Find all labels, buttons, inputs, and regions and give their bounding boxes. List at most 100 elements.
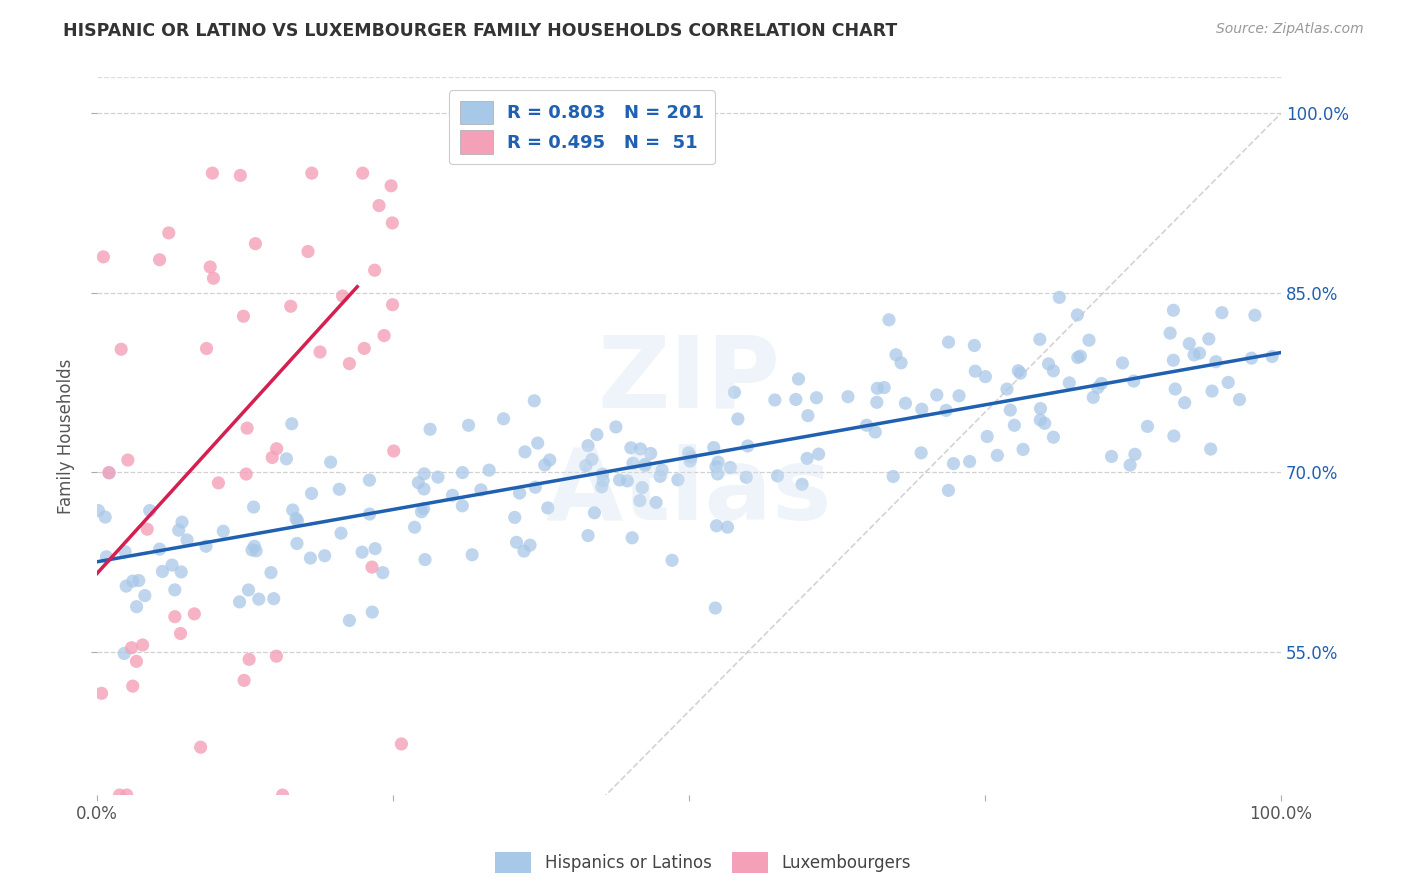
Point — [1119, 458, 1142, 472]
Point — [149, 542, 172, 557]
Point — [1067, 351, 1090, 365]
Legend: R = 0.803   N = 201, R = 0.495   N =  51: R = 0.803 N = 201, R = 0.495 N = 51 — [449, 90, 714, 164]
Point — [790, 477, 813, 491]
Point — [938, 335, 960, 350]
Point — [411, 505, 433, 519]
Point — [505, 535, 527, 549]
Point — [807, 447, 830, 461]
Point — [707, 455, 730, 469]
Point — [201, 166, 224, 180]
Point — [986, 448, 1008, 462]
Point — [368, 198, 391, 212]
Point — [1029, 401, 1052, 416]
Point — [363, 263, 385, 277]
Point — [128, 574, 150, 588]
Point — [925, 388, 948, 402]
Point — [413, 467, 436, 481]
Point — [513, 544, 536, 558]
Point — [523, 393, 546, 408]
Point — [297, 244, 319, 259]
Point — [149, 252, 172, 267]
Point — [330, 526, 353, 541]
Point — [1033, 417, 1056, 431]
Point — [976, 429, 998, 443]
Point — [170, 515, 193, 529]
Point — [679, 454, 702, 468]
Point — [115, 788, 138, 802]
Point — [640, 446, 662, 460]
Point — [938, 483, 960, 498]
Point — [108, 788, 131, 802]
Point — [575, 458, 598, 473]
Point — [1163, 303, 1185, 318]
Point — [716, 520, 738, 534]
Point — [1174, 395, 1197, 409]
Point — [959, 454, 981, 468]
Point — [628, 493, 651, 508]
Point — [894, 396, 917, 410]
Point — [806, 391, 828, 405]
Point — [910, 446, 932, 460]
Point — [112, 647, 135, 661]
Point — [314, 549, 336, 563]
Point — [361, 605, 384, 619]
Point — [236, 421, 259, 435]
Point — [243, 539, 266, 553]
Point — [98, 466, 121, 480]
Point — [586, 427, 609, 442]
Point — [138, 503, 160, 517]
Point — [1078, 333, 1101, 347]
Point — [965, 364, 987, 378]
Point — [285, 511, 308, 525]
Point — [478, 463, 501, 477]
Point — [538, 453, 561, 467]
Point — [935, 403, 957, 417]
Point — [866, 381, 889, 395]
Point — [785, 392, 807, 407]
Point — [281, 417, 304, 431]
Point — [723, 385, 745, 400]
Point — [198, 260, 221, 274]
Point — [266, 649, 288, 664]
Point — [160, 558, 183, 572]
Point — [299, 551, 322, 566]
Point — [441, 488, 464, 502]
Point — [519, 538, 541, 552]
Point — [233, 673, 256, 688]
Point — [328, 483, 350, 497]
Point — [352, 545, 374, 559]
Point — [995, 382, 1018, 396]
Point — [661, 553, 683, 567]
Point — [763, 392, 786, 407]
Legend: Hispanics or Latinos, Luxembourgers: Hispanics or Latinos, Luxembourgers — [488, 846, 918, 880]
Point — [163, 582, 186, 597]
Point — [866, 395, 889, 409]
Point — [195, 342, 218, 356]
Point — [727, 412, 749, 426]
Point — [389, 737, 412, 751]
Point — [1123, 447, 1146, 461]
Point — [628, 442, 651, 456]
Point — [413, 482, 436, 496]
Point — [621, 531, 644, 545]
Point — [1164, 382, 1187, 396]
Point — [974, 369, 997, 384]
Point — [911, 402, 934, 417]
Point — [948, 389, 970, 403]
Point — [1199, 442, 1222, 456]
Point — [176, 533, 198, 547]
Point — [1029, 332, 1052, 346]
Point — [581, 452, 603, 467]
Point — [380, 178, 402, 193]
Point — [371, 566, 394, 580]
Point — [169, 626, 191, 640]
Point — [1182, 348, 1205, 362]
Point — [631, 481, 654, 495]
Point — [359, 473, 381, 487]
Text: Source: ZipAtlas.com: Source: ZipAtlas.com — [1216, 22, 1364, 37]
Text: HISPANIC OR LATINO VS LUXEMBOURGER FAMILY HOUSEHOLDS CORRELATION CHART: HISPANIC OR LATINO VS LUXEMBOURGER FAMIL… — [63, 22, 897, 40]
Point — [533, 458, 555, 472]
Point — [266, 442, 288, 456]
Point — [404, 520, 426, 534]
Point — [963, 338, 986, 352]
